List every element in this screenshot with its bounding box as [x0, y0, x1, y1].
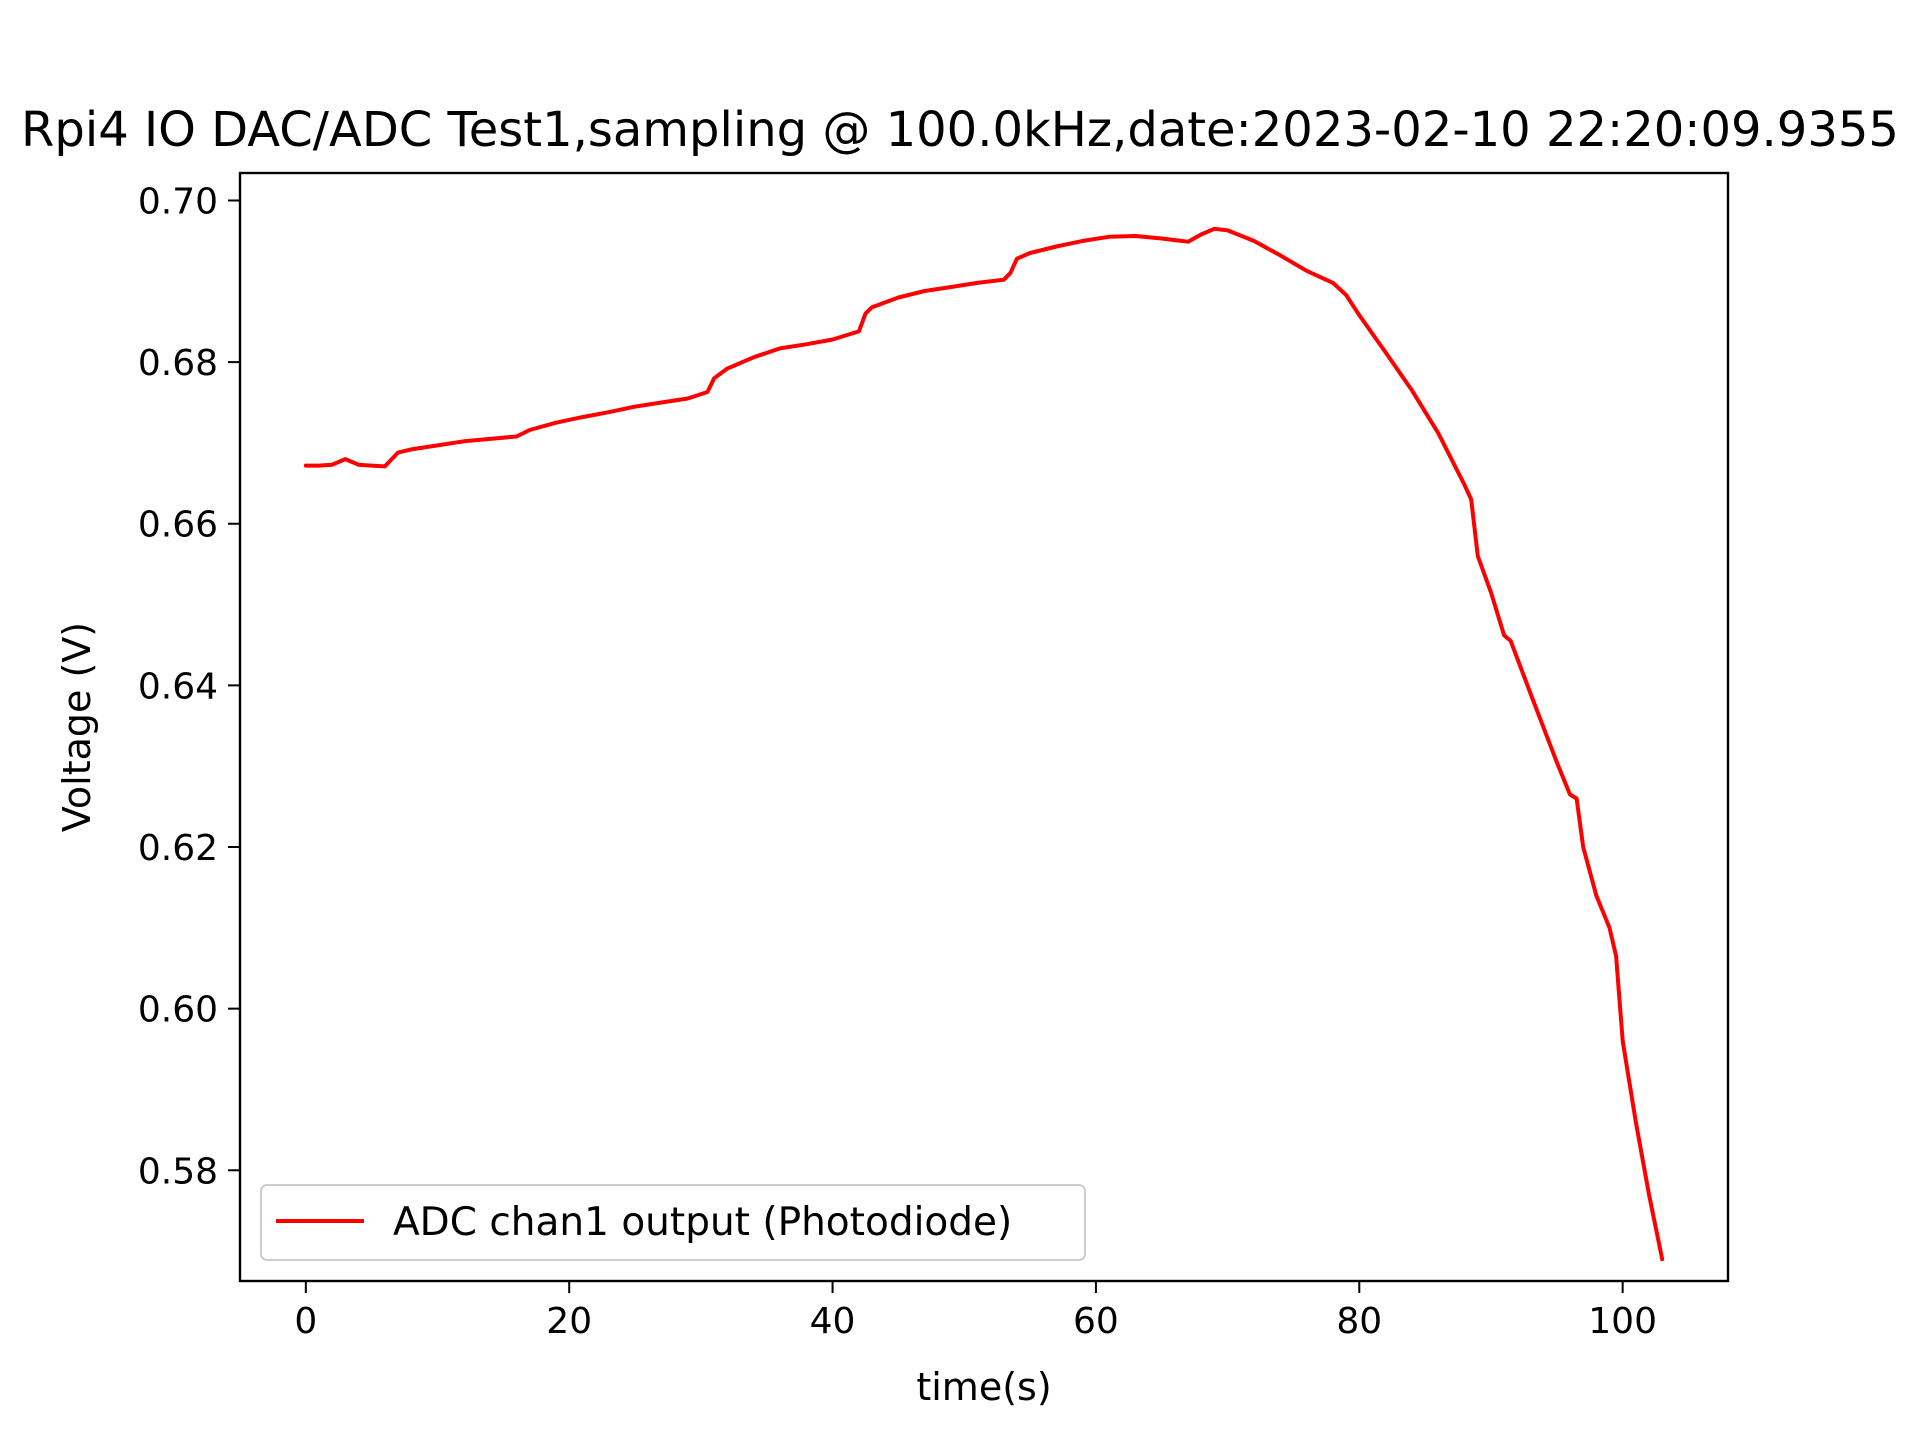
y-tick-label: 0.62: [138, 828, 218, 869]
x-tick-label: 0: [294, 1301, 317, 1342]
y-tick-label: 0.60: [138, 990, 218, 1031]
y-tick-label: 0.58: [138, 1151, 218, 1192]
x-axis-ticks: 0 20 40 60 80 100: [294, 1281, 1657, 1342]
x-tick-label: 40: [810, 1301, 856, 1342]
legend: ADC chan1 output (Photodiode): [260, 1184, 1086, 1261]
x-tick-label: 80: [1336, 1301, 1382, 1342]
plot-area: [240, 173, 1728, 1281]
y-tick-label: 0.68: [138, 343, 218, 384]
y-tick-label: 0.70: [138, 181, 218, 222]
y-tick-label: 0.64: [138, 666, 218, 707]
x-tick-label: 60: [1073, 1301, 1119, 1342]
x-tick-label: 100: [1588, 1301, 1657, 1342]
y-axis-ticks: 0.58 0.60 0.62 0.64 0.66 0.68 0.70: [138, 181, 240, 1192]
x-axis-label: time(s): [916, 1365, 1051, 1409]
x-tick-label: 20: [546, 1301, 592, 1342]
series-line-adc-chan1: [303, 226, 1665, 1262]
y-axis-label: Voltage (V): [55, 622, 99, 832]
legend-box: [260, 1184, 1086, 1261]
legend-label: ADC chan1 output (Photodiode): [393, 1200, 1012, 1245]
y-tick-label: 0.66: [138, 505, 218, 546]
plot-frame: [238, 171, 1730, 1283]
chart-title: Rpi4 IO DAC/ADC Test1,sampling @ 100.0kH…: [21, 102, 1899, 158]
